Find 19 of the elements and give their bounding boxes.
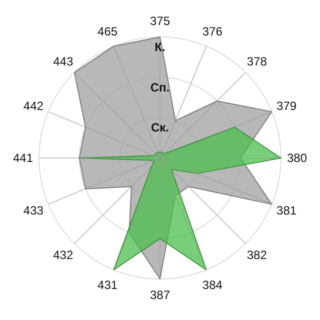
spoke-label: 380 <box>286 151 308 166</box>
spoke-label: 387 <box>150 288 170 302</box>
y-tick-label: К. <box>154 40 166 54</box>
spoke-label: 432 <box>53 248 74 262</box>
spoke-label: 382 <box>246 248 268 262</box>
spoke-label: 431 <box>98 278 118 292</box>
spoke-label: 443 <box>53 54 74 68</box>
spoke-label: 379 <box>276 98 297 113</box>
y-tick-label: Ск. <box>150 120 170 135</box>
spoke-label: 465 <box>98 24 118 39</box>
spoke-label: 376 <box>202 24 223 39</box>
spoke-label: 384 <box>202 278 223 292</box>
spoke-label: 375 <box>150 14 170 28</box>
spoke-label: 442 <box>23 98 44 113</box>
y-tick-label: Сп. <box>150 80 170 94</box>
spoke-label: 381 <box>276 204 297 218</box>
spoke-label: 378 <box>246 54 268 68</box>
spoke-label: 433 <box>23 204 44 218</box>
spoke-label: 441 <box>12 151 34 166</box>
